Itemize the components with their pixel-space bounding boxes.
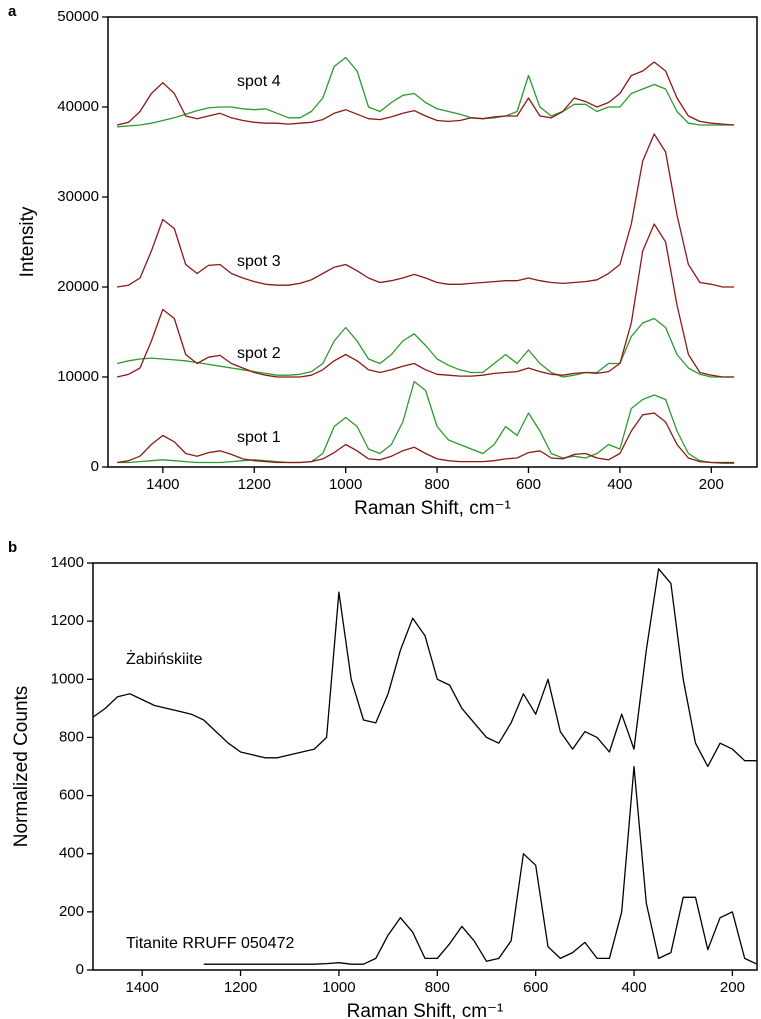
- x-tick-label: 1200: [238, 476, 271, 493]
- y-tick-label: 800: [59, 728, 84, 745]
- annotation: spot 4: [237, 73, 281, 90]
- y-axis-title: Normalized Counts: [11, 686, 32, 848]
- spectrum-line: [116, 61, 735, 126]
- y-tick-label: 1000: [51, 670, 84, 687]
- x-tick-label: 600: [516, 476, 541, 493]
- plot-frame: [92, 562, 758, 971]
- y-tick-label: 400: [59, 845, 84, 862]
- y-tick-label: 1400: [51, 554, 84, 571]
- spectrum-line: [116, 317, 735, 378]
- annotation: Titanite RRUFF 050472: [126, 935, 294, 952]
- x-tick-label: 400: [607, 476, 632, 493]
- spectrum-line: [116, 133, 735, 288]
- y-tick-label: 10000: [57, 368, 99, 385]
- spectrum-line: [92, 568, 757, 768]
- x-tick-label: 1400: [146, 476, 179, 493]
- x-tick-label: 400: [622, 979, 647, 996]
- spectrum-line: [117, 380, 735, 465]
- spectrum-line: [203, 765, 758, 965]
- annotation: spot 3: [237, 253, 281, 270]
- annotation: Żabińskiite: [126, 649, 203, 668]
- y-tick-label: 40000: [57, 98, 99, 115]
- x-tick-label: 1000: [329, 476, 362, 493]
- y-tick-label: 20000: [57, 278, 99, 295]
- y-axis-title: Intensity: [17, 206, 38, 277]
- x-tick-label: 1200: [224, 979, 257, 996]
- spectrum-line: [116, 412, 735, 464]
- x-tick-label: 1000: [322, 979, 355, 996]
- annotation: spot 2: [237, 345, 281, 362]
- panel-label: b: [8, 539, 17, 556]
- y-tick-label: 1200: [51, 612, 84, 629]
- x-tick-label: 800: [425, 979, 450, 996]
- spectrum-line: [116, 223, 735, 378]
- y-tick-label: 200: [59, 903, 84, 920]
- x-tick-label: 1400: [125, 979, 158, 996]
- x-axis-title: Raman Shift, cm⁻¹: [354, 498, 511, 519]
- x-tick-label: 200: [720, 979, 745, 996]
- x-tick-label: 800: [425, 476, 450, 493]
- y-tick-label: 50000: [57, 8, 99, 25]
- y-tick-label: 600: [59, 787, 84, 804]
- x-axis-title: Raman Shift, cm⁻¹: [347, 1001, 504, 1019]
- y-tick-label: 30000: [57, 188, 99, 205]
- spectrum-line: [117, 56, 735, 128]
- plot-frame: [107, 16, 758, 468]
- y-tick-label: 0: [76, 961, 84, 978]
- y-tick-label: 0: [91, 458, 99, 475]
- annotation: spot 1: [237, 429, 281, 446]
- x-tick-label: 200: [699, 476, 724, 493]
- panel-label: a: [8, 3, 17, 20]
- x-tick-label: 600: [523, 979, 548, 996]
